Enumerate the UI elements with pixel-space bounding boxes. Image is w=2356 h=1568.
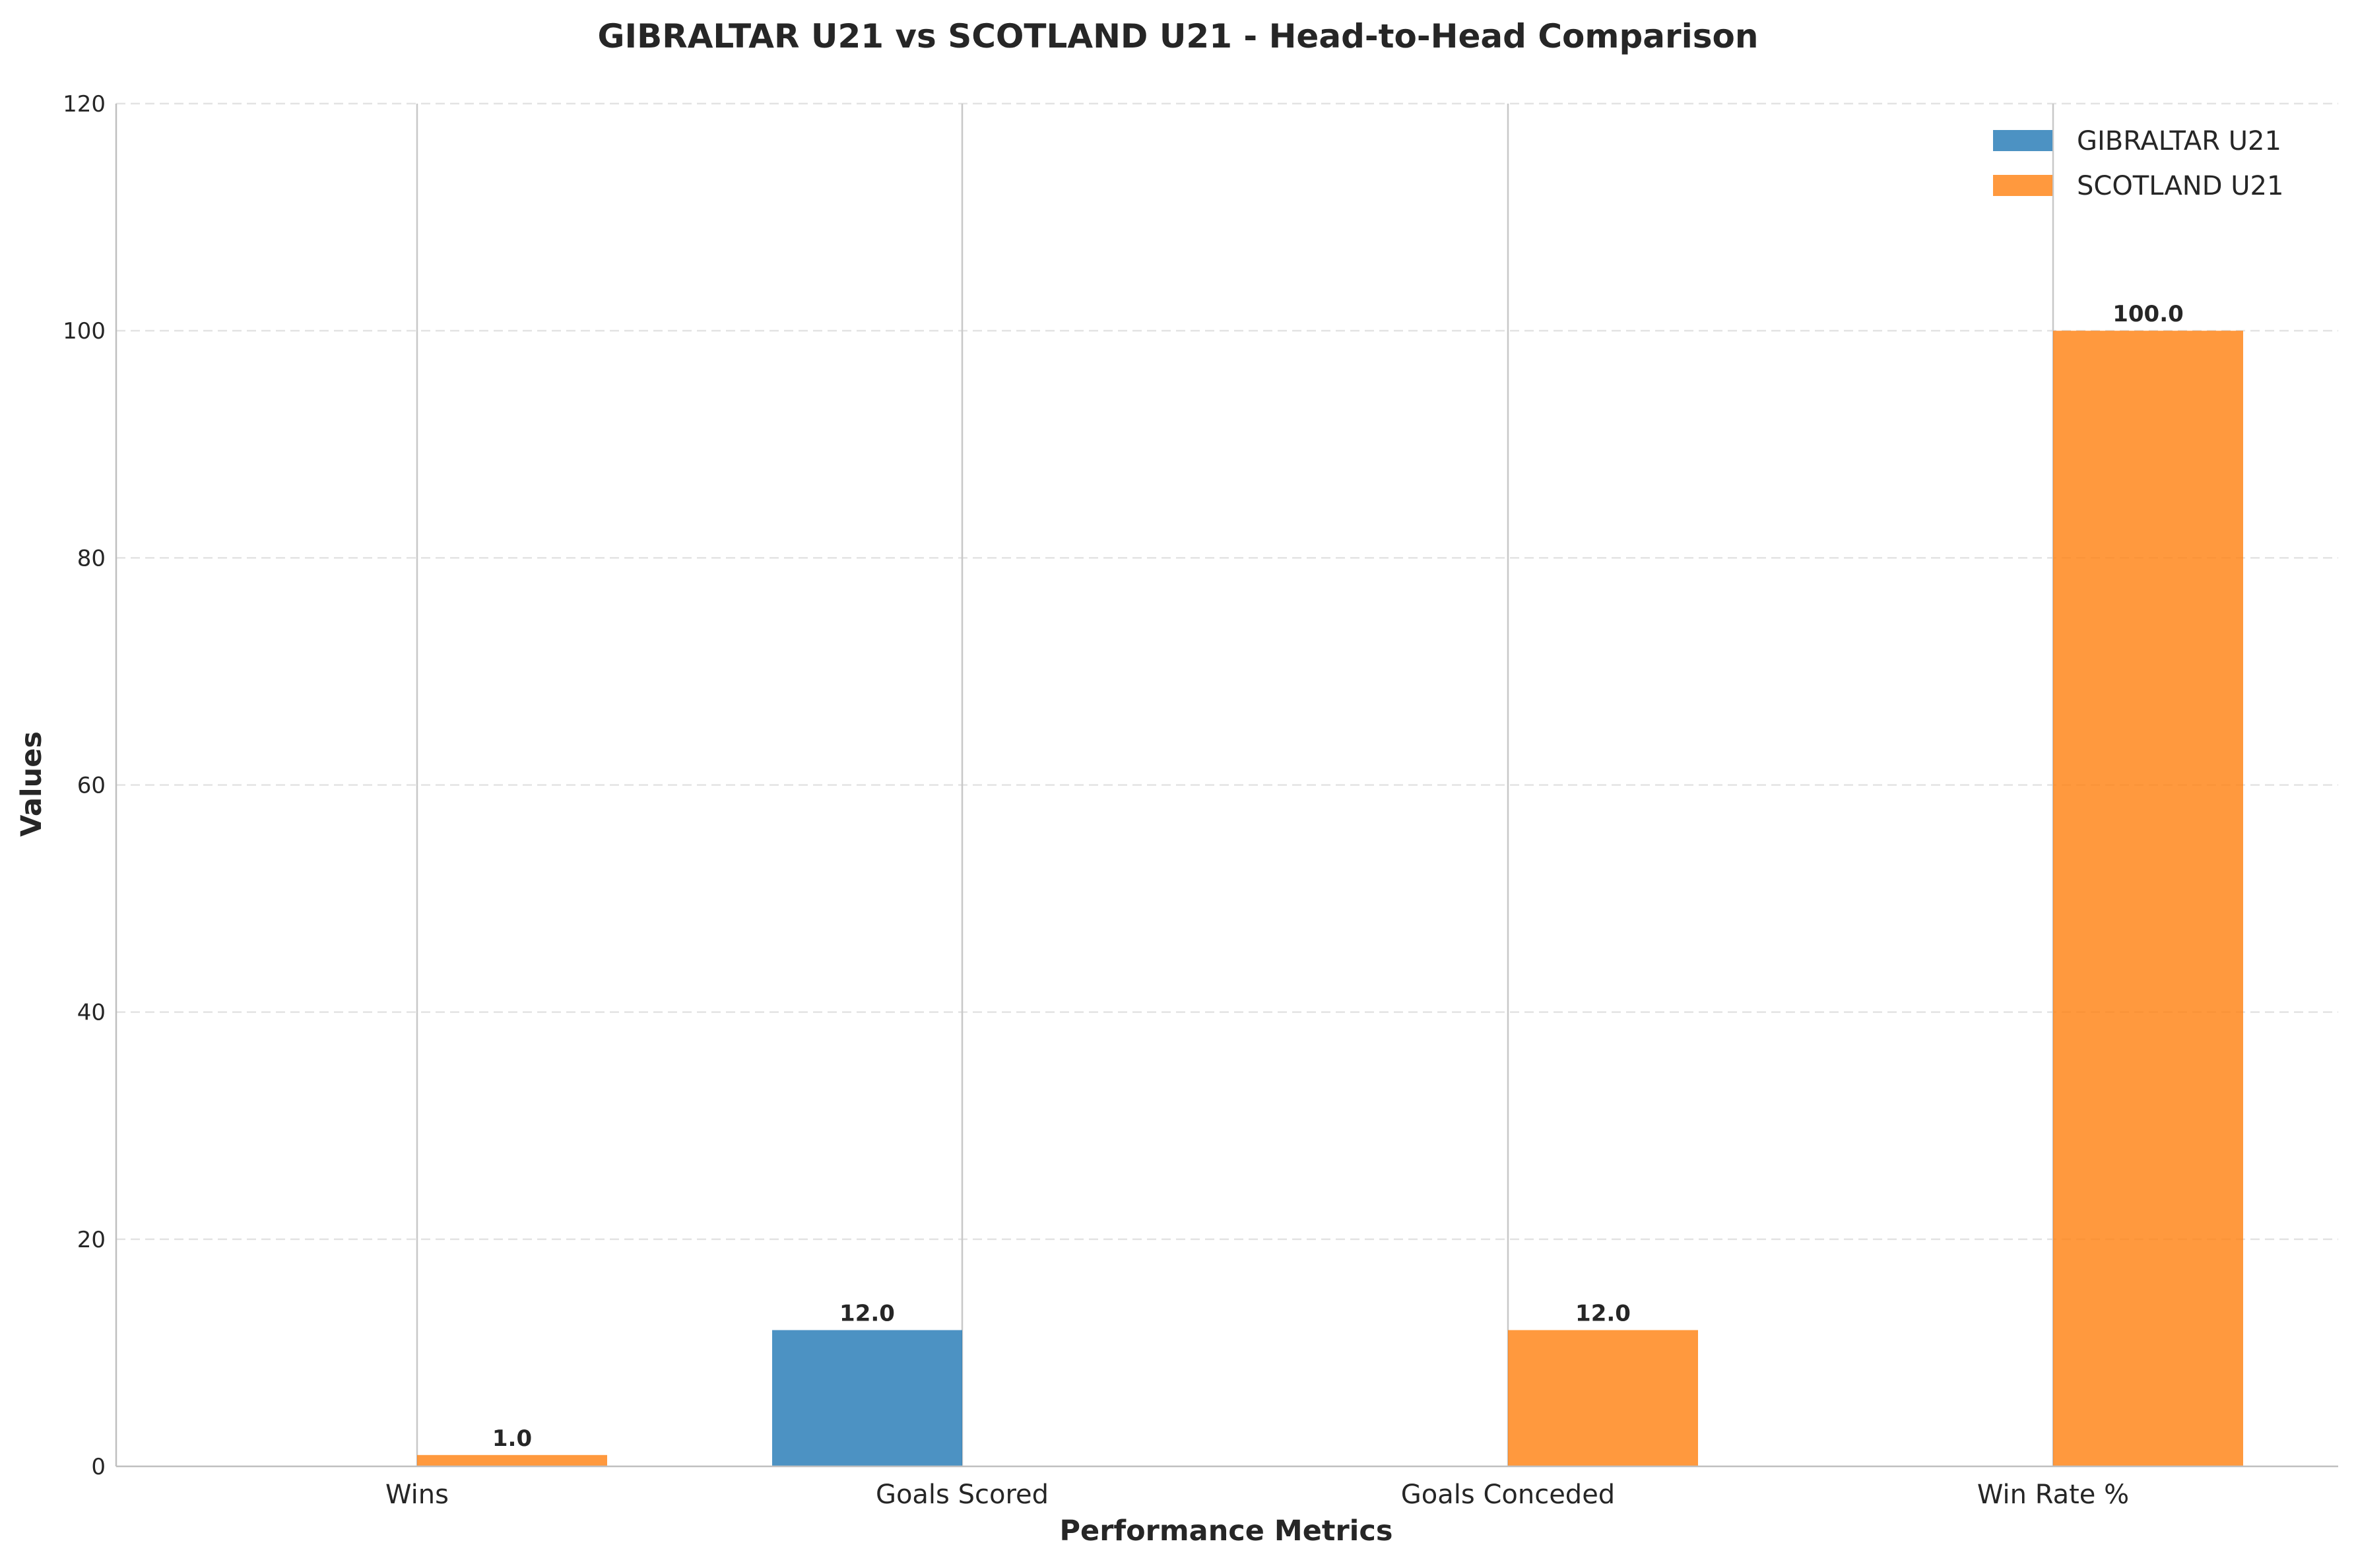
bar-scotland-3 (2053, 331, 2243, 1467)
y-tick-label: 0 (91, 1454, 106, 1480)
legend-swatch-scotland (1993, 175, 2052, 196)
legend-label-gibraltar: GIBRALTAR U21 (2077, 126, 2281, 156)
y-tick-label: 20 (77, 1227, 106, 1253)
bar-value-label: 12.0 (839, 1301, 895, 1327)
bar-value-label: 1.0 (492, 1425, 532, 1452)
bar-scotland-0 (417, 1454, 607, 1466)
x-tick-label: Wins (385, 1480, 449, 1510)
x-tick-label: Win Rate % (1977, 1480, 2129, 1510)
y-axis-label: Values (15, 731, 48, 837)
bar-gibraltar-1 (772, 1330, 962, 1466)
data-labels: 12.0 1.0 12.0 100.0 (492, 301, 2184, 1452)
x-tick-label: Goals Conceded (1401, 1480, 1615, 1510)
legend-swatch-gibraltar (1993, 130, 2052, 151)
grid (116, 102, 2338, 1466)
chart-title: GIBRALTAR U21 vs SCOTLAND U21 - Head-to-… (597, 17, 1758, 55)
y-tick-label: 120 (63, 91, 106, 117)
legend-label-scotland: SCOTLAND U21 (2077, 171, 2283, 201)
y-tick-label: 60 (77, 773, 106, 799)
axes: 0 20 40 60 80 100 120 Wins Goals Scored Goals Con… (63, 91, 2338, 1510)
y-tick-label: 80 (77, 545, 106, 572)
bar-scotland-2 (1508, 1330, 1698, 1466)
bars (417, 331, 2243, 1467)
bar-value-label: 12.0 (1575, 1301, 1631, 1327)
x-tick-label: Goals Scored (876, 1480, 1049, 1510)
bar-value-label: 100.0 (2112, 301, 2184, 327)
legend: GIBRALTAR U21 SCOTLAND U21 (1993, 126, 2283, 201)
x-axis-label: Performance Metrics (1060, 1515, 1393, 1548)
y-tick-label: 100 (63, 318, 106, 344)
y-tick-label: 40 (77, 1000, 106, 1026)
